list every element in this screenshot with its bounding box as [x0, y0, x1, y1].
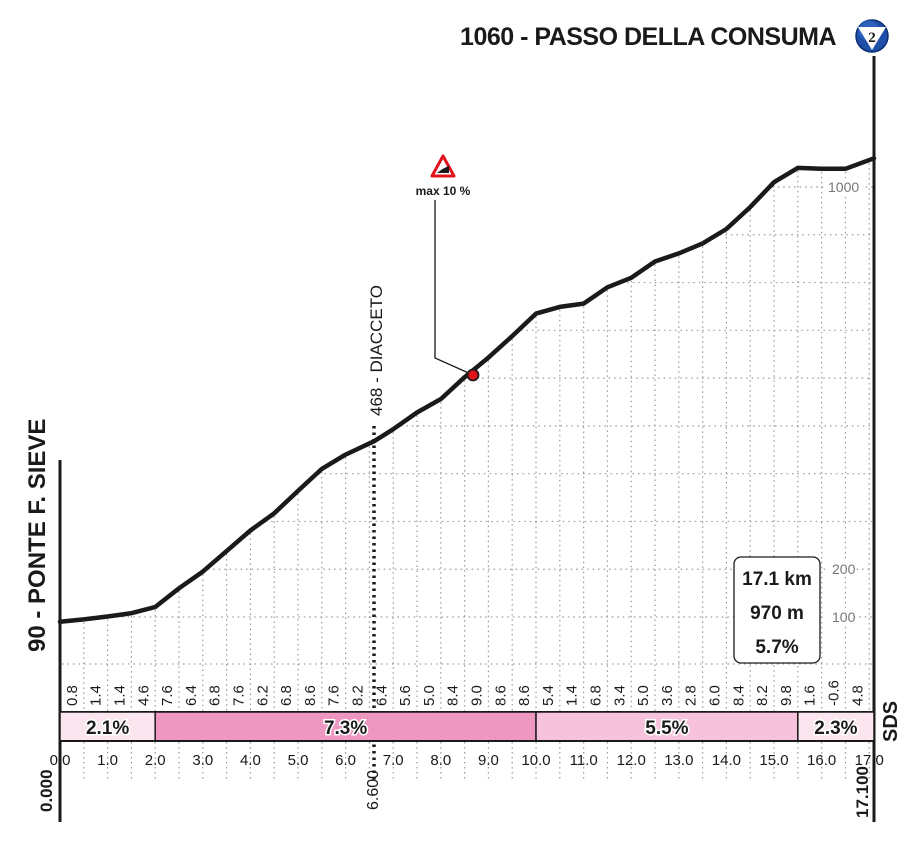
gradient-band	[154, 711, 537, 742]
segment-gradient-label: 5.0	[421, 685, 438, 706]
gradient-bands: 2.1% 7.3% 5.5% 2.3%	[59, 711, 875, 742]
km-tick-label: 5.0	[288, 752, 309, 769]
segment-gradient-label: 6.2	[254, 685, 271, 706]
finish-km-label: 17.100	[853, 766, 872, 818]
gradient-band-label: 2.3%	[814, 718, 857, 739]
km-tick-label: 11.0	[570, 752, 598, 769]
max-gradient-label: max 10 %	[416, 184, 471, 198]
km-tick-label: 9.0	[478, 752, 499, 769]
altitude-labels: 100 200 1000	[826, 178, 862, 625]
category-badge-number: 2	[868, 30, 876, 46]
km-tick-label: 10.0	[521, 752, 550, 769]
intermediate-km-label: 6.600	[365, 770, 382, 810]
stat-average-gradient: 5.7%	[755, 637, 798, 658]
segment-gradient-label: 2.8	[683, 685, 700, 706]
altitude-tick-label: 1000	[828, 179, 859, 195]
gradient-band	[797, 711, 875, 742]
km-tick-label: 0.0	[50, 752, 71, 769]
intermediate-label: 468 - DIACCETO	[367, 285, 386, 416]
km-tick-label: 1.0	[97, 752, 118, 769]
segment-gradient-label: 8.4	[730, 685, 747, 706]
segment-gradient-label: 1.4	[564, 685, 581, 706]
segment-gradient-label: 7.6	[159, 685, 176, 706]
segment-gradient-label: 6.4	[183, 685, 200, 706]
start-label: 90 - PONTE F. SIEVE	[24, 419, 51, 652]
km-tick-label: 4.0	[240, 752, 261, 769]
stat-distance: 17.1 km	[742, 569, 812, 590]
gradient-band-label: 5.5%	[645, 718, 688, 739]
segment-gradient-label: 5.6	[397, 685, 414, 706]
segment-gradient-label: 4.8	[849, 685, 866, 706]
segment-gradient-label: 6.8	[588, 685, 605, 706]
category-badge-icon: 2	[855, 19, 889, 53]
segment-gradient-label: 0.8	[64, 685, 81, 706]
km-tick-label: 16.0	[807, 752, 836, 769]
segment-gradient-label: -0.6	[826, 680, 843, 706]
segment-gradient-label: 7.6	[231, 685, 248, 706]
max-gradient-pointer	[434, 200, 474, 376]
segment-gradient-label: 3.6	[659, 685, 676, 706]
segment-gradient-label: 8.6	[302, 685, 319, 706]
km-tick-label: 7.0	[383, 752, 404, 769]
km-tick-label: 8.0	[430, 752, 451, 769]
km-tick-label: 15.0	[759, 752, 788, 769]
segment-gradient-label: 1.6	[802, 685, 819, 706]
gradient-band	[59, 711, 156, 742]
km-tick-label: 12.0	[617, 752, 646, 769]
elevation-profile-line	[57, 156, 877, 625]
grid-lines	[62, 186, 874, 665]
segment-gradient-label: 6.4	[373, 685, 390, 706]
stat-elevation-gain: 970 m	[750, 603, 804, 624]
segment-gradient-labels: 0.8 1.4 1.4 4.6 7.6 6.4 6.8 7.6 6.2 6.8 8.6 7.6 8.2 6…	[64, 680, 866, 706]
segment-gradient-label: 1.4	[112, 685, 129, 706]
segment-gradient-label: 8.6	[492, 685, 509, 706]
sds-logo: SDS	[880, 701, 902, 742]
km-axis-labels: 0.0 1.0 2.0 3.0 4.0 5.0 6.0 7.0 8.0 9.0 10.0 11.0 12…	[50, 752, 884, 769]
stats-box: 17.1 km 970 m 5.7%	[733, 556, 821, 664]
segment-gradient-label: 8.2	[754, 685, 771, 706]
km-tick-label: 13.0	[664, 752, 693, 769]
segment-gradient-label: 3.4	[611, 685, 628, 706]
segment-gradient-label: 8.6	[516, 685, 533, 706]
altitude-tick-label: 100	[832, 609, 856, 625]
segment-gradient-label: 5.4	[540, 685, 557, 706]
km-tick-label: 17.0	[855, 752, 884, 769]
segment-gradient-label: 6.8	[278, 685, 295, 706]
segment-gradient-label: 8.2	[350, 685, 367, 706]
summit-title: 1060 - PASSO DELLA CONSUMA	[460, 23, 836, 51]
km-tick-label: 2.0	[145, 752, 166, 769]
start-km-label: 0.000	[37, 769, 56, 812]
gradient-band-label: 7.3%	[324, 718, 367, 739]
segment-gradient-label: 1.4	[88, 685, 105, 706]
segment-gradient-label: 5.0	[635, 685, 652, 706]
segment-gradient-label: 9.0	[469, 685, 486, 706]
km-tick-label: 6.0	[335, 752, 356, 769]
km-tick-label: 3.0	[192, 752, 213, 769]
segment-gradient-label: 7.6	[326, 685, 343, 706]
gradient-band-label: 2.1%	[86, 718, 129, 739]
km-tick-label: 14.0	[712, 752, 741, 769]
altitude-tick-label: 200	[832, 561, 856, 577]
max-gradient-sign-icon	[430, 154, 456, 178]
segment-gradient-label: 4.6	[135, 685, 152, 706]
segment-gradient-label: 6.0	[707, 685, 724, 706]
segment-gradient-label: 8.4	[445, 685, 462, 706]
km-tick-lines	[83, 163, 870, 780]
segment-gradient-label: 9.8	[778, 685, 795, 706]
segment-gradient-label: 6.8	[207, 685, 224, 706]
max-gradient-marker	[466, 368, 480, 382]
